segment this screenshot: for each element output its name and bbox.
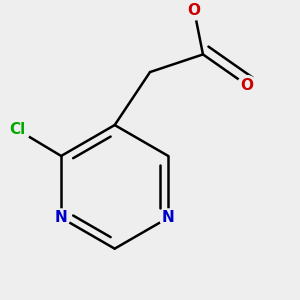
Text: O: O: [241, 78, 254, 93]
Circle shape: [237, 76, 257, 95]
Text: N: N: [55, 210, 68, 225]
Circle shape: [159, 209, 177, 226]
Text: Cl: Cl: [9, 122, 25, 137]
Circle shape: [4, 116, 30, 143]
Text: O: O: [188, 3, 201, 18]
Text: N: N: [162, 210, 175, 225]
Circle shape: [184, 1, 204, 20]
Circle shape: [52, 209, 70, 226]
